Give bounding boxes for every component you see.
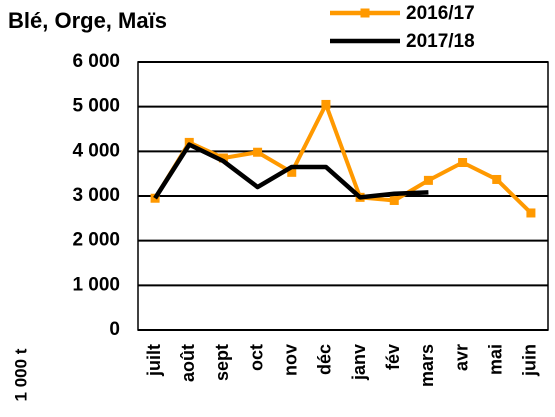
y-tick-label: 0 <box>109 319 120 340</box>
legend-marker <box>360 8 370 18</box>
x-tick-label: mars <box>417 344 437 387</box>
plot-frame <box>137 61 549 331</box>
x-tick-label: août <box>178 344 198 382</box>
x-tick-label: janv <box>349 344 369 381</box>
series-line <box>153 102 533 215</box>
point-marker <box>321 99 331 109</box>
y-tick-label: 3 000 <box>72 185 120 206</box>
point-marker <box>526 208 536 218</box>
x-tick-label: sept <box>212 344 232 381</box>
y-axis-label: 1 000 t <box>11 348 30 401</box>
y-tick-label: 2 000 <box>72 230 120 251</box>
x-tick-label: déc <box>315 344 335 375</box>
x-tick-label: mai <box>486 344 506 375</box>
x-tick-label: avr <box>451 344 471 371</box>
x-tick-label: nov <box>281 344 301 376</box>
legend-label: 2017/18 <box>406 31 475 52</box>
x-tick-label: fév <box>383 344 403 370</box>
point-marker <box>218 153 228 163</box>
legend-label: 2016/17 <box>406 3 475 24</box>
point-marker <box>389 195 399 205</box>
point-marker <box>253 147 263 157</box>
point-marker <box>492 174 502 184</box>
point-marker <box>458 158 468 167</box>
chart-title: Blé, Orge, Maïs <box>8 8 167 33</box>
x-tick-label: juin <box>520 344 540 377</box>
x-tick-label: juilt <box>144 344 164 377</box>
y-tick-label: 1 000 <box>72 274 120 295</box>
series-line <box>153 142 429 200</box>
y-tick-label: 4 000 <box>72 140 120 161</box>
x-tick-label: oct <box>246 344 266 371</box>
point-marker <box>423 175 433 185</box>
y-tick-label: 6 000 <box>72 51 120 72</box>
point-marker <box>287 167 297 177</box>
y-tick-label: 5 000 <box>72 96 120 117</box>
